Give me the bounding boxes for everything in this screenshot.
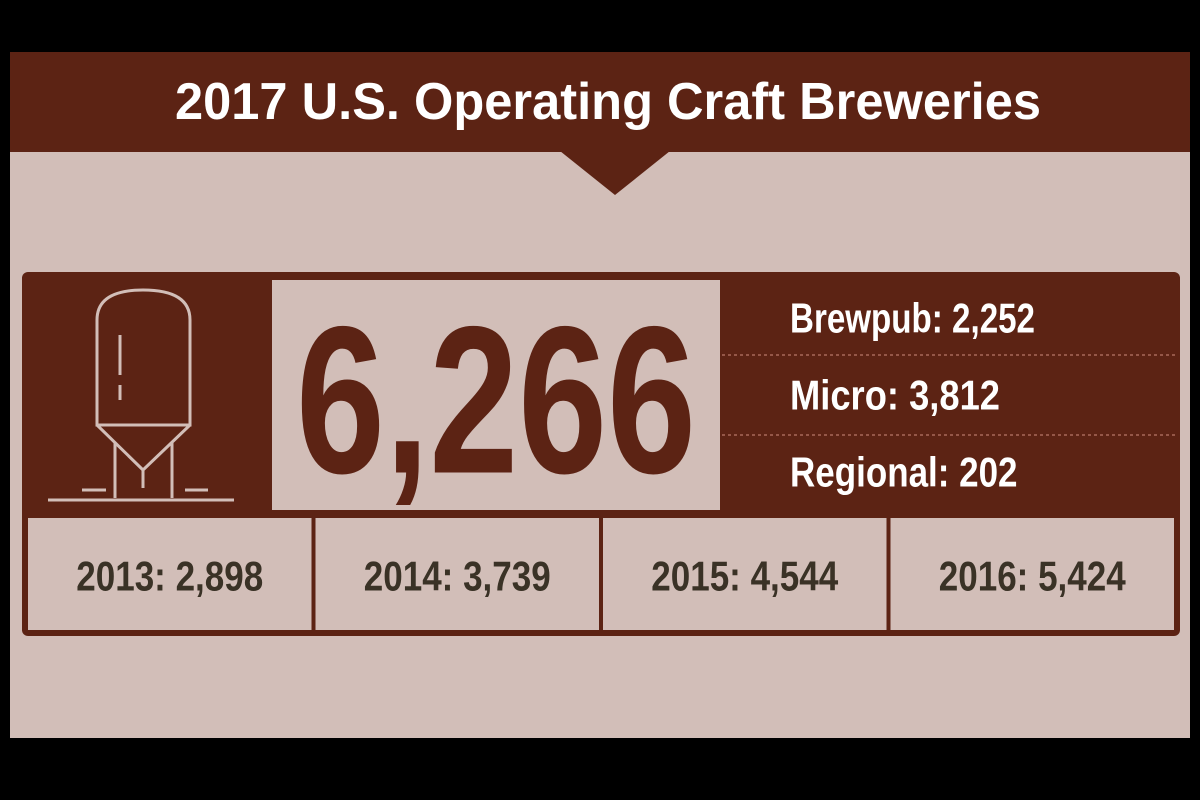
breakdown-list: Brewpub: 2,252 Micro: 3,812 Regional: 202 (790, 295, 1035, 496)
history-row: 2013: 2,898 2014: 3,739 2015: 4,544 2016: 5… (28, 518, 1174, 630)
title: 2017 U.S. Operating Craft Breweries (175, 73, 1041, 131)
history-item: 2016: 5,424 (939, 553, 1127, 600)
header-band (10, 52, 1190, 152)
history-item: 2015: 4,544 (651, 553, 839, 600)
history-item: 2014: 3,739 (364, 553, 551, 600)
total-box (272, 280, 720, 510)
history-cell (28, 518, 312, 630)
breakdown-item: Brewpub: 2,252 (790, 295, 1035, 342)
history-item: 2013: 2,898 (76, 553, 263, 600)
total-value: 6,266 (296, 283, 696, 518)
tank-icon (48, 288, 234, 502)
breakdown-item: Regional: 202 (790, 449, 1018, 496)
breakdown-item: Micro: 3,812 (790, 372, 1000, 419)
history-cell (890, 518, 1174, 630)
history-cell (603, 518, 887, 630)
history-cell (315, 518, 599, 630)
header-pointer (560, 151, 670, 195)
